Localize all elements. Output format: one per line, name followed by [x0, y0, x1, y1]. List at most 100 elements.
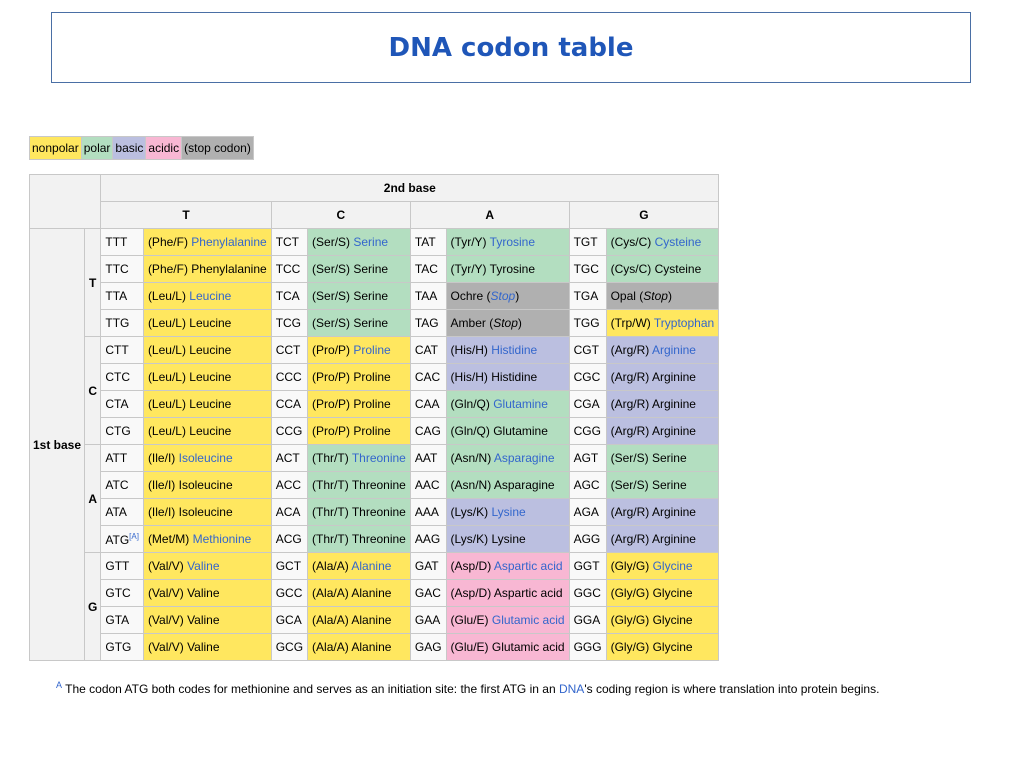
amino-acid-cell: (Phe/F) Phenylalanine [142, 255, 272, 283]
amino-acid-link[interactable]: Aspartic acid [493, 559, 563, 573]
amino-abbrev: (Met/M) [147, 532, 193, 546]
codon-cell: CAC [409, 363, 447, 391]
codon-text: CCC [275, 370, 302, 384]
amino-acid-link[interactable]: Phenylalanine [191, 235, 267, 249]
amino-acid-link[interactable]: Asparagine [493, 451, 555, 465]
codon-cell: GAT [409, 552, 447, 580]
codon-text: TGC [573, 262, 599, 276]
first-base-A: A [84, 444, 102, 553]
amino-acid-cell: (Asp/D) Aspartic acid [445, 579, 570, 607]
codon-cell: GGA [568, 606, 607, 634]
amino-acid-link[interactable]: Valine [187, 559, 220, 573]
codon-cell: GCG [270, 633, 309, 661]
codon-cell: CTA [100, 390, 144, 418]
amino-acid-link[interactable]: Cysteine [654, 235, 702, 249]
amino-abbrev: (Tyr/Y) [450, 262, 490, 276]
codon-cell: AAT [409, 444, 447, 472]
amino-acid-cell: (Asn/N) Asparagine [445, 471, 570, 499]
amino-suffix: ) [515, 289, 520, 303]
table-row: A ATT (Ile/I) Isoleucine ACT (Thr/T) Threoni… [30, 444, 720, 553]
table-row: GTC (Val/V) Valine GCC (Ala/A) Alanine GAC (A… [30, 579, 720, 607]
table-row: GTA (Val/V) Valine GCA (Ala/A) Alanine GAA (G… [30, 606, 720, 634]
codon-cell: TGA [568, 282, 607, 310]
codon-cell: TAG [409, 309, 447, 337]
codon-cell: CGT [568, 336, 607, 364]
codon-cell: GTG [100, 633, 144, 661]
amino-abbrev: (Ser/S) [610, 478, 652, 492]
codon-text: ATC [105, 478, 129, 492]
amino-acid-link[interactable]: Histidine [491, 343, 538, 357]
amino-acid-name: Stop [493, 316, 518, 330]
amino-acid-link[interactable]: Serine [353, 235, 389, 249]
first-base-T: T [84, 228, 102, 337]
amino-acid-link[interactable]: Leucine [189, 289, 232, 303]
codon-cell: CGC [568, 363, 607, 391]
amino-acid-link[interactable]: Threonine [351, 451, 406, 465]
legend-st: (stop codon) [181, 136, 254, 160]
codon-text: ACA [275, 505, 301, 519]
amino-abbrev: (Gly/G) [610, 613, 653, 627]
amino-acid-link[interactable]: Alanine [351, 559, 392, 573]
amino-abbrev: (Ala/A) [312, 640, 352, 654]
amino-acid-cell: (Cys/C) Cysteine [605, 228, 720, 256]
amino-acid-link[interactable]: Glutamine [493, 397, 548, 411]
footnote-ref[interactable]: [A] [129, 531, 139, 541]
amino-abbrev: Amber ( [450, 316, 494, 330]
footnote: A The codon ATG both codes for methionin… [56, 680, 879, 696]
codon-text: TTA [105, 289, 128, 303]
amino-abbrev: (Asp/D) [450, 586, 494, 600]
amino-abbrev: (Tyr/Y) [450, 235, 490, 249]
amino-acid-cell: (Trp/W) Tryptophan [605, 309, 720, 337]
legend-ac: acidic [145, 136, 183, 160]
amino-acid-link[interactable]: Glutamic acid [491, 613, 565, 627]
amino-abbrev: (Pro/P) [312, 397, 354, 411]
codon-text: GAT [414, 559, 439, 573]
amino-abbrev: (Pro/P) [312, 424, 354, 438]
amino-acid-name: Leucine [189, 370, 232, 384]
amino-acid-cell: (Pro/P) Proline [307, 336, 411, 364]
amino-acid-link[interactable]: Methionine [192, 532, 252, 546]
amino-acid-name: Threonine [351, 478, 406, 492]
amino-abbrev: (Asp/D) [450, 559, 494, 573]
dna-link[interactable]: DNA [558, 682, 585, 696]
codon-cell: CCA [270, 390, 309, 418]
amino-abbrev: (Asn/N) [450, 451, 494, 465]
amino-acid-link[interactable]: Proline [353, 343, 391, 357]
codon-text: CTT [105, 343, 129, 357]
codon-text: CAG [414, 424, 441, 438]
amino-abbrev: (Phe/F) [147, 235, 192, 249]
codon-cell: TGC [568, 255, 607, 283]
table-row: GTG (Val/V) Valine GCG (Ala/A) Alanine GAG (G… [30, 633, 720, 661]
codon-text: CTG [105, 424, 131, 438]
codon-cell: CCC [270, 363, 309, 391]
table-row: TTA (Leu/L) Leucine TCA (Ser/S) Serine TAA Oc… [30, 282, 720, 310]
amino-abbrev: (Gln/Q) [450, 424, 494, 438]
table-row: TTG (Leu/L) Leucine TCG (Ser/S) Serine TAG Am… [30, 309, 720, 337]
amino-acid-link[interactable]: Tyrosine [489, 235, 536, 249]
amino-acid-cell: (Ser/S) Serine [605, 471, 720, 499]
amino-acid-cell: (Thr/T) Threonine [307, 498, 411, 526]
codon-cell: AGC [568, 471, 607, 499]
amino-acid-link[interactable]: Isoleucine [178, 451, 233, 465]
codon-text: GCA [275, 613, 302, 627]
amino-acid-link[interactable]: Tryptophan [653, 316, 715, 330]
codon-cell: GCA [270, 606, 309, 634]
codon-cell: CTT [100, 336, 144, 364]
amino-acid-name: Leucine [189, 316, 232, 330]
amino-acid-name: Glycine [652, 640, 693, 654]
codon-cell: ACG [270, 525, 309, 553]
amino-acid-name: Arginine [651, 505, 696, 519]
amino-acid-name: Leucine [189, 397, 232, 411]
amino-acid-link[interactable]: Lysine [491, 505, 526, 519]
amino-abbrev: (Val/V) [147, 586, 188, 600]
table-row: TTC (Phe/F) Phenylalanine TCC (Ser/S) Serin… [30, 255, 720, 283]
codon-text: AAT [414, 451, 438, 465]
codon-text: ACT [275, 451, 300, 465]
amino-acid-link[interactable]: Stop [490, 289, 516, 303]
amino-acid-cell: (Pro/P) Proline [307, 390, 411, 418]
amino-acid-link[interactable]: Glycine [652, 559, 693, 573]
amino-acid-cell: (His/H) Histidine [445, 363, 570, 391]
amino-acid-cell: (Val/V) Valine [142, 606, 272, 634]
amino-acid-link[interactable]: Arginine [651, 343, 696, 357]
amino-acid-name: Threonine [351, 532, 406, 546]
